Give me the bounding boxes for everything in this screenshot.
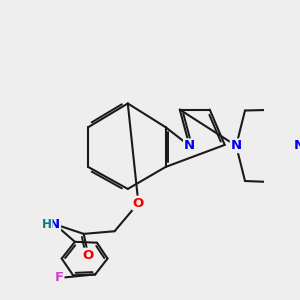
Text: H: H xyxy=(42,218,52,231)
Text: F: F xyxy=(55,272,64,284)
Text: O: O xyxy=(133,196,144,209)
Text: N: N xyxy=(294,139,300,152)
Text: N: N xyxy=(231,139,242,152)
Text: N: N xyxy=(49,218,60,231)
Text: O: O xyxy=(82,248,94,262)
Text: N: N xyxy=(184,139,195,152)
